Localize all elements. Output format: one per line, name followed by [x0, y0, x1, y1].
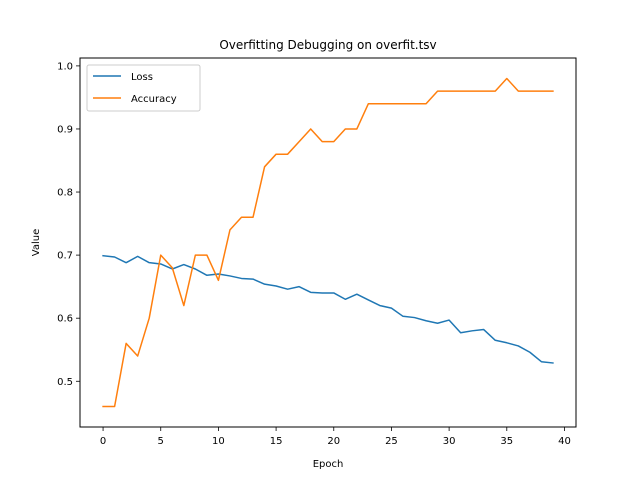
- plot-frame: [79, 57, 577, 428]
- y-tick-label: 0.7: [57, 251, 73, 262]
- y-tick-label: 1.0: [57, 61, 73, 72]
- x-tick-label: 0: [100, 436, 106, 447]
- legend: Loss Accuracy: [86, 64, 201, 112]
- x-tick-label: 25: [385, 436, 398, 447]
- series-lines: [102, 77, 554, 408]
- series-line-accuracy: [102, 77, 554, 408]
- x-tick-label: 10: [212, 436, 225, 447]
- x-axis-label: Epoch: [313, 459, 344, 470]
- x-tick-label: 15: [270, 436, 283, 447]
- axis-ticks: 0 5 10 15 20 25 30 35 40 0.5 0.6 0.7 0.8 0.9 1.0: [57, 61, 571, 447]
- y-axis-label: Value: [31, 229, 42, 256]
- x-tick-label: 30: [443, 436, 456, 447]
- x-tick-label: 20: [327, 436, 340, 447]
- y-tick-label: 0.8: [57, 188, 73, 199]
- series-line-loss: [102, 254, 554, 364]
- legend-label-loss: Loss: [131, 72, 153, 83]
- y-tick-label: 0.6: [57, 314, 73, 325]
- y-tick-label: 0.9: [57, 124, 73, 135]
- chart-title: Overfitting Debugging on overfit.tsv: [219, 38, 436, 52]
- y-tick-label: 0.5: [57, 377, 73, 388]
- x-tick-label: 5: [158, 436, 164, 447]
- x-tick-label: 40: [558, 436, 571, 447]
- legend-label-accuracy: Accuracy: [131, 94, 177, 105]
- x-tick-label: 35: [500, 436, 513, 447]
